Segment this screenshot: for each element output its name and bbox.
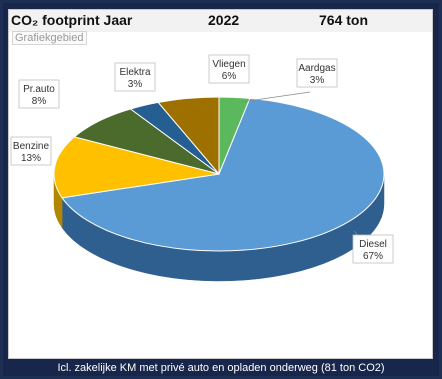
data-label-value-pr-auto: 8% bbox=[32, 96, 47, 107]
chart-area-tooltip: Grafiekgebied bbox=[12, 31, 87, 45]
data-label-value-diesel: 67% bbox=[363, 251, 383, 262]
pie-slice-diesel[interactable] bbox=[61, 97, 385, 252]
data-label-name-benzine: Benzine bbox=[13, 141, 50, 152]
data-label-name-vliegen: Vliegen bbox=[212, 59, 245, 70]
chart-title: CO₂ footprint Jaar bbox=[11, 12, 133, 28]
data-label-value-aardgas: 3% bbox=[310, 75, 325, 86]
data-label-name-pr-auto: Pr.auto bbox=[23, 84, 55, 95]
data-label-name-elektra: Elektra bbox=[119, 67, 151, 78]
pie-chart: Aardgas3%Diesel67%Benzine13%Pr.auto8%Ele… bbox=[10, 54, 394, 282]
leader-line-aardgas bbox=[240, 91, 311, 103]
chart-total: 764 ton bbox=[319, 12, 369, 28]
data-label-value-benzine: 13% bbox=[21, 153, 41, 164]
chart-area[interactable]: CO₂ footprint Jaar 2022 764 ton Grafiekg… bbox=[8, 9, 433, 359]
pie-slice-vliegen[interactable] bbox=[157, 96, 220, 176]
data-label-value-elektra: 3% bbox=[128, 79, 143, 90]
pie-slice-benzine[interactable] bbox=[53, 136, 220, 199]
chart-caption: Icl. zakelijke KM met privé auto en opla… bbox=[57, 362, 385, 374]
data-label-value-vliegen: 6% bbox=[222, 71, 237, 82]
chart-header: CO₂ footprint Jaar 2022 764 ton bbox=[9, 10, 432, 32]
data-label-name-diesel: Diesel bbox=[359, 239, 387, 250]
data-label-name-aardgas: Aardgas bbox=[298, 63, 335, 74]
chart-year: 2022 bbox=[208, 12, 240, 28]
